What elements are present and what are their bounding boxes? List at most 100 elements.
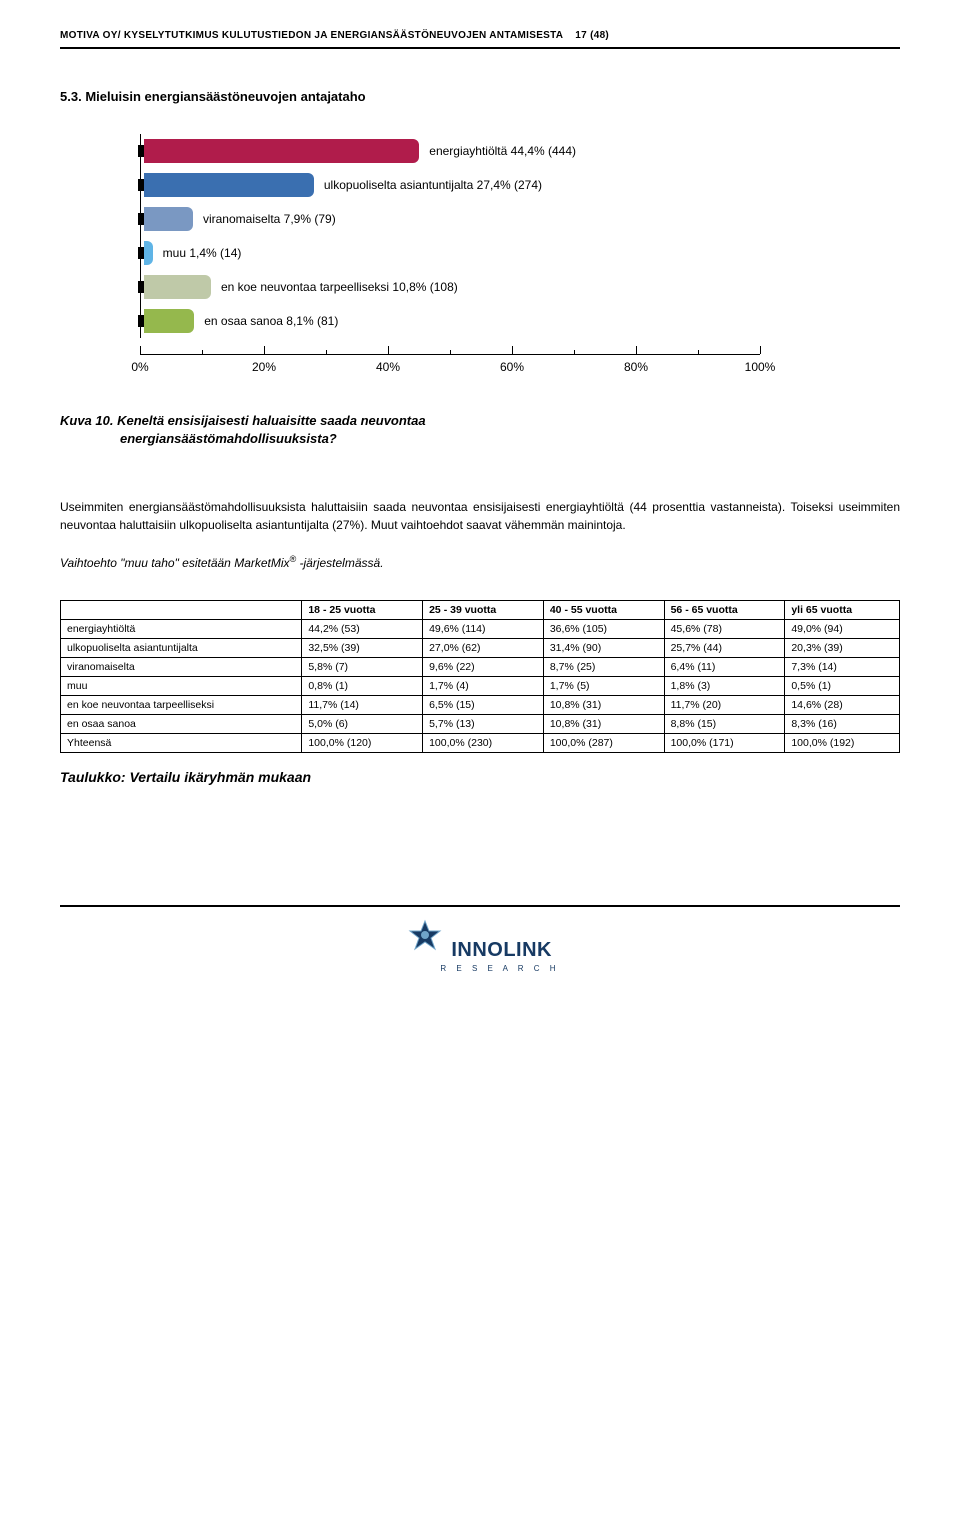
table-row: muu0,8% (1)1,7% (4)1,7% (5)1,8% (3)0,5% …: [61, 677, 900, 696]
bar-label: muu 1,4% (14): [163, 246, 242, 260]
header-rule: [60, 47, 900, 49]
table-cell: 8,3% (16): [785, 715, 900, 734]
table-cell: 25,7% (44): [664, 639, 785, 658]
section-title: 5.3. Mieluisin energiansäästöneuvojen an…: [60, 89, 900, 104]
table-cell: 5,0% (6): [302, 715, 423, 734]
table-cell: 100,0% (171): [664, 734, 785, 753]
table-cell: 49,6% (114): [423, 620, 544, 639]
axis-minor-tick: [698, 350, 699, 354]
note-suffix: -järjestelmässä.: [296, 556, 383, 570]
section-number: 5.3.: [60, 89, 82, 104]
axis-tick-label: 60%: [500, 360, 524, 374]
axis-tick: [760, 346, 761, 354]
table-cell: 100,0% (120): [302, 734, 423, 753]
table-cell: 11,7% (20): [664, 696, 785, 715]
footer-rule: [60, 905, 900, 907]
table-row-header: en osaa sanoa: [61, 715, 302, 734]
table-row: viranomaiselta5,8% (7)9,6% (22)8,7% (25)…: [61, 658, 900, 677]
axis-tick: [264, 346, 265, 354]
bar-label: viranomaiselta 7,9% (79): [203, 212, 336, 226]
axis-tick-label: 20%: [252, 360, 276, 374]
bar-fill: [144, 207, 193, 231]
axis-tick-label: 80%: [624, 360, 648, 374]
table-header-cell: yli 65 vuotta: [785, 601, 900, 620]
table-row: en osaa sanoa5,0% (6)5,7% (13)10,8% (31)…: [61, 715, 900, 734]
axis-tick: [512, 346, 513, 354]
table-header-cell: 25 - 39 vuotta: [423, 601, 544, 620]
bar-row: en koe neuvontaa tarpeelliseksi 10,8% (1…: [141, 270, 760, 304]
table-cell: 14,6% (28): [785, 696, 900, 715]
bar-row: en osaa sanoa 8,1% (81): [141, 304, 760, 338]
table-row: energiayhtiöltä44,2% (53)49,6% (114)36,6…: [61, 620, 900, 639]
table-header-cell: 40 - 55 vuotta: [543, 601, 664, 620]
section-heading: Mieluisin energiansäästöneuvojen antajat…: [85, 89, 365, 104]
table-cell: 100,0% (230): [423, 734, 544, 753]
axis-minor-tick: [202, 350, 203, 354]
table-row-header: ulkopuoliselta asiantuntijalta: [61, 639, 302, 658]
table-cell: 1,7% (5): [543, 677, 664, 696]
body-paragraph: Useimmiten energiansäästömahdollisuuksis…: [60, 498, 900, 534]
table-cell: 36,6% (105): [543, 620, 664, 639]
bar-fill: [144, 275, 211, 299]
table-cell: 9,6% (22): [423, 658, 544, 677]
table-cell: 7,3% (14): [785, 658, 900, 677]
age-group-table: 18 - 25 vuotta25 - 39 vuotta40 - 55 vuot…: [60, 600, 900, 753]
table-cell: 20,3% (39): [785, 639, 900, 658]
table-cell: 100,0% (287): [543, 734, 664, 753]
star-icon: [408, 919, 442, 953]
axis-tick: [636, 346, 637, 354]
page-footer: INNOLINK R E S E A R C H: [60, 905, 900, 972]
table-row-header: Yhteensä: [61, 734, 302, 753]
table-row: Yhteensä100,0% (120)100,0% (230)100,0% (…: [61, 734, 900, 753]
axis-tick: [140, 346, 141, 354]
bar-fill: [144, 139, 419, 163]
table-cell: 31,4% (90): [543, 639, 664, 658]
table-cell: 10,8% (31): [543, 715, 664, 734]
table-cell: 6,4% (11): [664, 658, 785, 677]
footer-logo: INNOLINK R E S E A R C H: [60, 919, 900, 972]
header-page-number: 17 (48): [575, 30, 609, 41]
table-cell: 0,8% (1): [302, 677, 423, 696]
table-cell: 44,2% (53): [302, 620, 423, 639]
figure-caption-line1: Kuva 10. Keneltä ensisijaisesti haluaisi…: [60, 412, 900, 430]
bar-fill: [144, 309, 194, 333]
table-cell: 27,0% (62): [423, 639, 544, 658]
table-cell: 1,7% (4): [423, 677, 544, 696]
bar-chart: energiayhtiöltä 44,4% (444) ulkopuoliselt…: [140, 134, 760, 382]
table-header-cell: 18 - 25 vuotta: [302, 601, 423, 620]
table-row: en koe neuvontaa tarpeelliseksi11,7% (14…: [61, 696, 900, 715]
axis-tick-label: 40%: [376, 360, 400, 374]
bar-row: viranomaiselta 7,9% (79): [141, 202, 760, 236]
table-caption: Taulukko: Vertailu ikäryhmän mukaan: [60, 769, 900, 785]
table-cell: 100,0% (192): [785, 734, 900, 753]
table-cell: 8,8% (15): [664, 715, 785, 734]
table-cell: 11,7% (14): [302, 696, 423, 715]
bar-fill: [144, 173, 314, 197]
table-cell: 6,5% (15): [423, 696, 544, 715]
table-row-header: en koe neuvontaa tarpeelliseksi: [61, 696, 302, 715]
table-cell: 1,8% (3): [664, 677, 785, 696]
bar-label: en koe neuvontaa tarpeelliseksi 10,8% (1…: [221, 280, 458, 294]
figure-caption: Kuva 10. Keneltä ensisijaisesti haluaisi…: [60, 412, 900, 448]
body-note: Vaihtoehto "muu taho" esitetään MarketMi…: [60, 554, 900, 570]
table-header-cell: 56 - 65 vuotta: [664, 601, 785, 620]
table-cell: 8,7% (25): [543, 658, 664, 677]
footer-brand: INNOLINK: [451, 939, 552, 962]
axis-tick: [388, 346, 389, 354]
axis-minor-tick: [326, 350, 327, 354]
axis-minor-tick: [574, 350, 575, 354]
table-row-header: energiayhtiöltä: [61, 620, 302, 639]
bar-fill: [144, 241, 153, 265]
chart-x-axis: 0%20%40%60%80%100%: [140, 346, 760, 382]
bar-label: ulkopuoliselta asiantuntijalta 27,4% (27…: [324, 178, 542, 192]
bar-row: energiayhtiöltä 44,4% (444): [141, 134, 760, 168]
axis-tick-label: 0%: [131, 360, 148, 374]
bar-row: ulkopuoliselta asiantuntijalta 27,4% (27…: [141, 168, 760, 202]
table-cell: 45,6% (78): [664, 620, 785, 639]
table-cell: 5,7% (13): [423, 715, 544, 734]
axis-minor-tick: [450, 350, 451, 354]
table-header-cell: [61, 601, 302, 620]
table-cell: 10,8% (31): [543, 696, 664, 715]
header-title: MOTIVA OY/ KYSELYTUTKIMUS KULUTUSTIEDON …: [60, 30, 563, 41]
axis-tick-label: 100%: [745, 360, 776, 374]
